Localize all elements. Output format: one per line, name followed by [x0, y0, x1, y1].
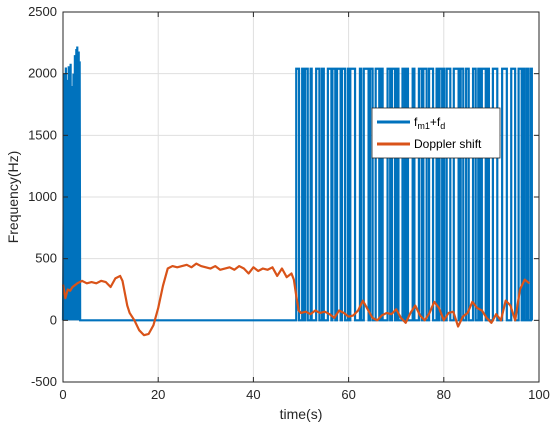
legend-label-series-1-plus: +f	[430, 115, 441, 129]
x-axis-label: time(s)	[280, 406, 323, 422]
y-axis-label: Frequency(Hz)	[5, 151, 21, 244]
series-layer	[61, 46, 533, 337]
legend-label-series-1: fm1+fd	[414, 115, 445, 131]
x-tick-label-2: 40	[246, 387, 260, 402]
legend-label-series-1-sub: m1	[417, 121, 430, 131]
y-tick-label-1: 0	[50, 312, 57, 327]
x-tick-label-5: 100	[528, 387, 550, 402]
series-1-line	[61, 46, 533, 322]
legend-label-series-1-sub2: d	[440, 121, 445, 131]
y-tick-label-3: 1000	[28, 189, 57, 204]
legend: fm1+fd Doppler shift	[371, 107, 501, 159]
y-tick-label-2: 500	[35, 251, 57, 266]
x-tick-label-3: 60	[341, 387, 355, 402]
x-tick-label-1: 20	[151, 387, 165, 402]
y-tick-label-4: 1500	[28, 127, 57, 142]
y-tick-label-0: -500	[31, 374, 57, 389]
legend-label-series-1-main: f	[414, 115, 418, 129]
y-tick-label-6: 2500	[28, 4, 57, 19]
x-tick-label-4: 80	[437, 387, 451, 402]
series-2-line	[61, 262, 531, 337]
legend-label-series-2: Doppler shift	[414, 137, 482, 151]
x-tick-label-0: 0	[59, 387, 66, 402]
y-tick-label-5: 2000	[28, 66, 57, 81]
legend-box	[371, 107, 501, 159]
